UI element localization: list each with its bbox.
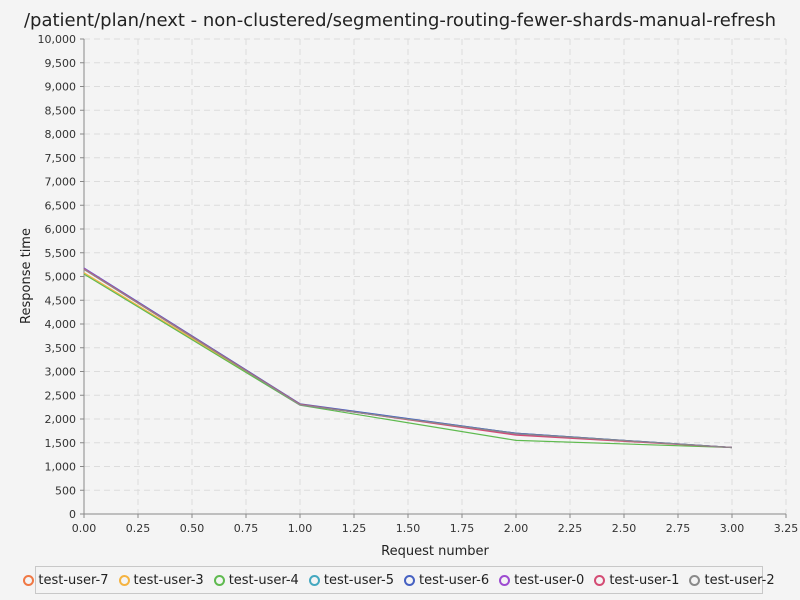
x-tick-label: 1.00 [288,522,313,535]
y-axis-label: Response time [19,228,34,324]
y-tick-label: 0 [69,508,76,521]
x-tick-label: 1.75 [450,522,475,535]
legend-label: test-user-6 [419,572,490,588]
legend-item: test-user-6 [404,573,489,588]
series-line-test-user-2 [83,268,733,449]
grid [83,38,787,515]
x-tick-label: 1.25 [342,522,367,535]
x-tick-label: 0.75 [234,522,259,535]
x-tick-label: 2.25 [558,522,583,535]
y-tick-label: 7,500 [45,152,77,165]
series-lines [83,267,733,449]
x-tick-label: 0.00 [72,522,97,535]
legend-label: test-user-2 [704,572,775,588]
legend-label: test-user-0 [514,572,585,588]
legend-marker-icon [213,574,225,586]
legend-marker-icon [308,574,320,586]
legend-item: test-user-3 [118,572,204,588]
legend-marker-icon [23,574,35,586]
y-tick-label: 3,500 [45,342,77,355]
legend-label: test-user-1 [609,572,680,588]
y-tick-label: 8,500 [45,104,77,117]
x-tick-label: 3.00 [720,522,745,535]
x-axis-label: Request number [381,544,489,559]
y-tick-label: 3,000 [45,366,77,379]
x-tick-label: 2.00 [504,522,529,535]
legend-marker-icon [689,574,701,586]
chart-title: /patient/plan/next - non-clustered/segme… [24,10,776,31]
axes [80,38,787,518]
legend-item: test-user-5 [308,572,394,588]
y-tick-label: 4,000 [45,318,77,331]
legend-item: test-user-4 [213,572,299,588]
legend-item: test-user-1 [594,573,679,588]
legend-marker-icon [118,574,130,586]
chart-legend: test-user-7 test-user-3 test-user-4 test-us… [23,566,775,594]
legend-label: test-user-7 [38,572,109,588]
legend-label: test-user-4 [228,572,299,588]
y-tick-label: 9,500 [45,57,77,70]
y-tick-label: 500 [55,484,76,497]
y-tick-label: 10,000 [38,33,77,46]
y-tick-label: 6,000 [45,223,77,236]
y-tick-label: 6,500 [45,199,77,212]
x-tick-label: 3.25 [774,522,799,535]
x-tick-label: 2.75 [666,522,691,535]
legend-label: test-user-3 [133,572,204,588]
y-tick-label: 5,500 [45,247,77,260]
y-tick-label: 2,000 [45,413,77,426]
series-line-test-user-4 [83,273,733,449]
y-tick-label: 1,500 [45,437,77,450]
y-tick-label: 9,000 [45,81,77,94]
x-tick-label: 0.50 [180,522,205,535]
legend-item: test-user-0 [499,573,584,588]
tick-labels: 0 500 1,000 1,500 2,000 2,500 3,000 3,500 4,000 4… [38,33,799,535]
x-tick-label: 0.25 [126,522,151,535]
y-tick-label: 7,000 [45,176,77,189]
y-tick-label: 5,000 [45,271,77,284]
y-tick-label: 2,500 [45,389,77,402]
x-tick-label: 2.50 [612,522,637,535]
legend-marker-icon [404,574,415,586]
y-tick-label: 1,000 [45,461,77,474]
legend-item: test-user-7 [23,572,109,588]
legend-marker-icon [499,574,511,586]
legend-marker-icon [594,574,606,586]
x-tick-label: 1.50 [396,522,421,535]
legend-item: test-user-2 [689,572,775,588]
y-tick-label: 8,000 [45,128,77,141]
legend-label: test-user-5 [323,572,394,588]
y-tick-label: 4,500 [45,294,77,307]
